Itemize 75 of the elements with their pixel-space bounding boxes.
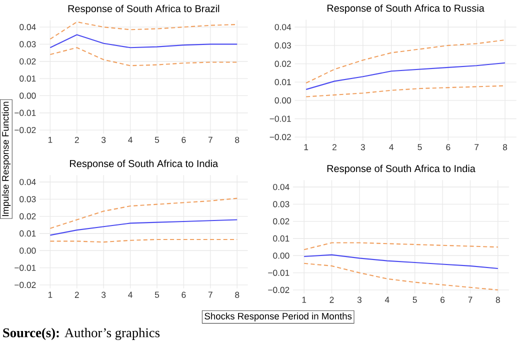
line-series — [304, 254, 498, 270]
chart-title: Response of South Africa to Russia — [327, 4, 484, 14]
y-tick-label: 0.01 — [273, 235, 290, 242]
y-tick-label: 0.02 — [274, 60, 291, 67]
x-tick-label: 2 — [332, 144, 336, 150]
x-tick-label: 8 — [496, 296, 500, 303]
x-tick-label: 6 — [182, 292, 186, 298]
x-tick-label: 6 — [446, 144, 450, 150]
y-tick-label: 0.03 — [20, 196, 36, 202]
x-tick-label: 8 — [235, 136, 240, 143]
x-tick-label: 6 — [182, 136, 186, 143]
line-series — [304, 262, 498, 291]
x-tick-label: 3 — [102, 136, 106, 143]
y-tick-label: 0.01 — [20, 75, 36, 82]
y-tick-label: 0.00 — [20, 92, 36, 99]
x-tick-label: 7 — [468, 296, 472, 303]
x-tick-label: 6 — [440, 296, 445, 303]
y-tick-label: 0.02 — [273, 218, 290, 224]
x-tick-label: 5 — [418, 144, 422, 150]
x-tick-label: 7 — [208, 292, 212, 298]
line-series — [306, 39, 506, 84]
x-tick-label: 4 — [389, 144, 394, 150]
y-tick-label: −0.01 — [268, 270, 290, 276]
x-tick-label: 8 — [503, 144, 508, 150]
y-tick-label: 0.00 — [273, 252, 290, 259]
y-tick-label: 0.02 — [20, 58, 36, 64]
y-tick-label: 0.03 — [274, 42, 291, 49]
y-tick-label: −0.02 — [270, 134, 291, 140]
y-tick-label: 0.04 — [20, 24, 36, 30]
y-tick-label: 0.02 — [20, 213, 36, 220]
text: Source(s): Author’s graphics — [3, 328, 160, 340]
y-tick-label: 0.04 — [274, 24, 292, 30]
y-tick-label: 0.03 — [20, 41, 36, 48]
line-series — [50, 21, 238, 40]
x-tick-label: 2 — [74, 136, 79, 143]
y-tick-label: 0.03 — [273, 201, 290, 208]
x-tick-label: 1 — [304, 144, 308, 150]
x-tick-label: 5 — [412, 296, 417, 303]
line-series — [50, 47, 238, 66]
line-series — [50, 198, 238, 229]
x-tick-label: 5 — [154, 136, 160, 143]
y-tick-label: −0.01 — [270, 116, 291, 122]
y-tick-label: 0.01 — [20, 230, 36, 237]
chart-title: Response of South Africa to India — [70, 160, 218, 170]
x-tick-label: 3 — [360, 144, 365, 150]
y-tick-label: 0.04 — [20, 178, 36, 186]
line-series — [50, 219, 238, 236]
y-tick-label: 0.00 — [274, 97, 291, 104]
x-tick-label: 3 — [357, 296, 362, 303]
x-tick-label: 1 — [302, 296, 306, 303]
x-tick-label: 7 — [208, 136, 212, 143]
x-tick-label: 7 — [474, 144, 479, 150]
x-tick-label: 3 — [102, 292, 106, 298]
y-tick-label: −0.01 — [14, 110, 36, 116]
x-tick-label: 8 — [235, 292, 240, 298]
x-tick-label: 2 — [74, 292, 79, 298]
x-tick-label: 4 — [128, 292, 132, 298]
y-tick-label: −0.01 — [14, 264, 36, 271]
line-series — [50, 34, 238, 48]
x-axis-title: Shocks Response Period in Months — [204, 312, 352, 322]
chart-title: Response of South Africa to India — [327, 164, 476, 174]
y-tick-label: −0.02 — [14, 282, 36, 288]
x-tick-label: 2 — [330, 296, 334, 303]
y-tick-label: 0.04 — [273, 184, 290, 190]
x-tick-label: 5 — [154, 292, 160, 298]
y-axis-title: Impulse Response Function — [2, 102, 11, 216]
y-tick-label: −0.02 — [268, 286, 290, 294]
chart-title: Response of South Africa to Brazil — [68, 4, 220, 14]
y-tick-label: 0.01 — [274, 79, 291, 86]
x-tick-label: 1 — [48, 136, 52, 143]
x-tick-label: 4 — [128, 136, 132, 143]
x-tick-label: 4 — [384, 296, 390, 303]
y-tick-label: −0.02 — [14, 126, 36, 134]
y-tick-label: 0.00 — [20, 248, 36, 254]
x-tick-label: 1 — [48, 292, 52, 298]
